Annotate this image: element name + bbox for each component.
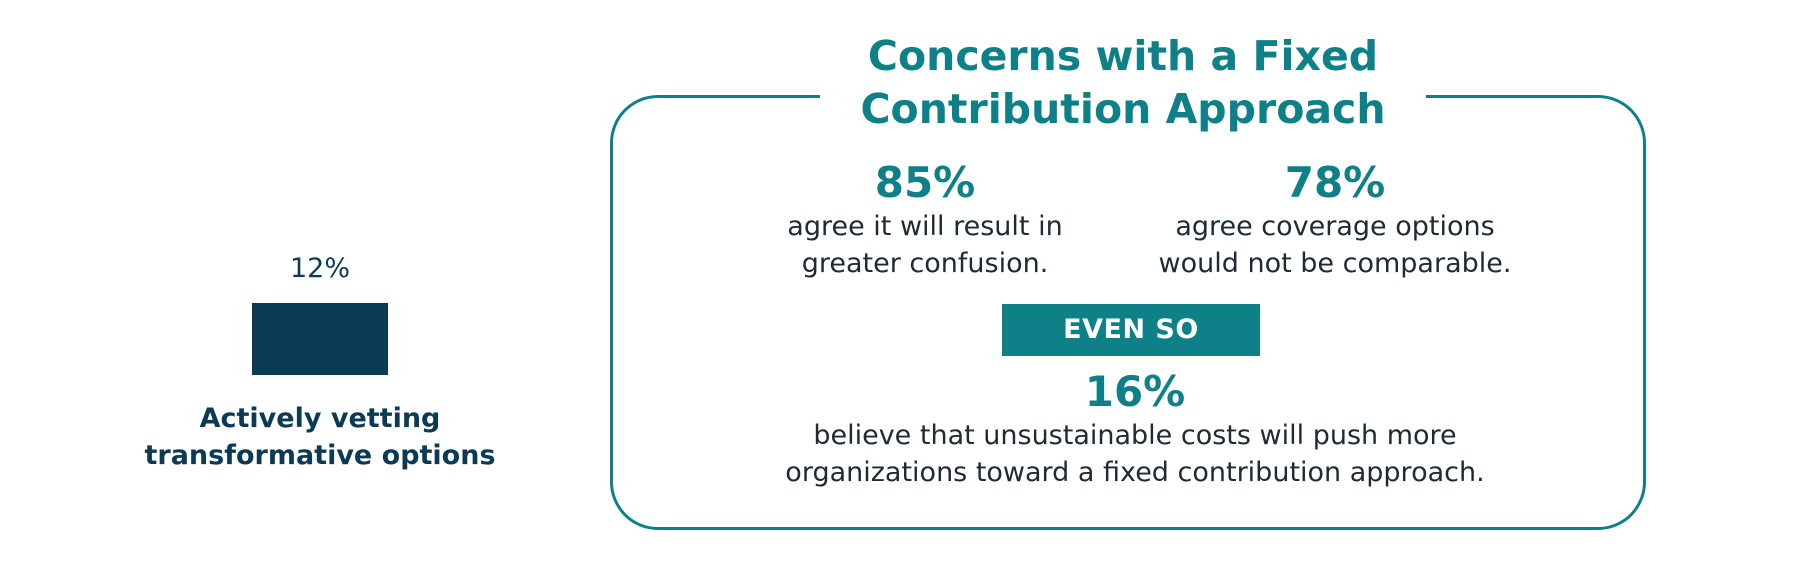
bar-1 (252, 303, 388, 375)
stat-unsustainable-costs-line-1: believe that unsustainable costs will pu… (813, 420, 1457, 451)
stat-comparability-line-1: agree coverage options (1175, 211, 1495, 242)
stat-unsustainable-costs-line-2: organizations toward a fixed contributio… (785, 457, 1485, 488)
bar-chart: 12% Actively vetting transformative opti… (120, 220, 520, 480)
even-so-banner: EVEN SO (1002, 304, 1260, 356)
stat-unsustainable-costs-text: believe that unsustainable costs will pu… (720, 417, 1550, 491)
panel-title: Concerns with a Fixed Contribution Appro… (820, 30, 1426, 136)
stat-confusion-text: agree it will result in greater confusio… (740, 208, 1110, 282)
stat-comparability-text: agree coverage options would not be comp… (1120, 208, 1550, 282)
bar-1-value-label: 12% (290, 253, 350, 284)
stat-confusion-line-1: agree it will result in (787, 211, 1063, 242)
stat-unsustainable-costs-value: 16% (1084, 367, 1186, 416)
panel-title-line-1: Concerns with a Fixed (867, 32, 1379, 80)
panel-title-line-2: Contribution Approach (860, 85, 1386, 133)
stat-comparability-line-2: would not be comparable. (1158, 248, 1512, 279)
bar-category-line-2: transformative options (144, 440, 496, 471)
bar-chart-svg: 12% (252, 253, 388, 375)
stat-unsustainable-costs: 16% believe that unsustainable costs wil… (720, 367, 1550, 491)
stat-confusion-line-2: greater confusion. (801, 248, 1049, 279)
bar-category-label: Actively vetting transformative options (120, 400, 520, 474)
bar-category-line-1: Actively vetting (199, 403, 441, 434)
stat-comparability: 78% agree coverage options would not be … (1120, 158, 1550, 282)
stat-confusion-value: 85% (874, 158, 976, 207)
stat-confusion: 85% agree it will result in greater conf… (740, 158, 1110, 282)
stat-comparability-value: 78% (1284, 158, 1386, 207)
